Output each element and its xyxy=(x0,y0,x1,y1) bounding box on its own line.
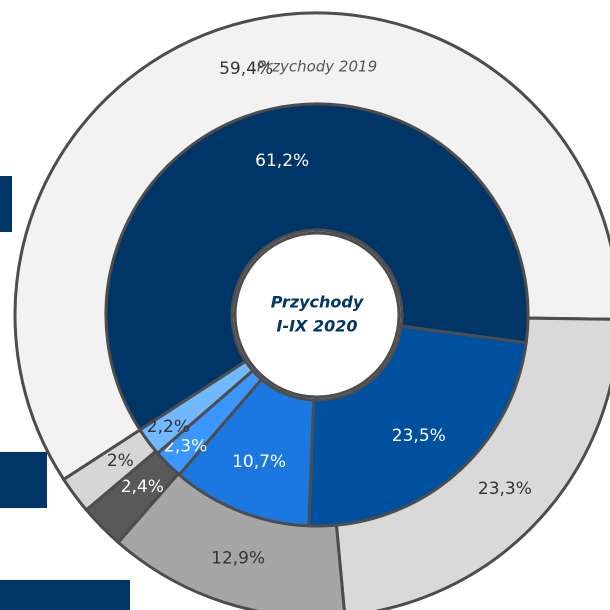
data-label: 2,2% xyxy=(147,417,190,437)
center-label: I-IX 2020 xyxy=(277,317,358,336)
side-panel xyxy=(0,452,47,508)
data-label: 12,9% xyxy=(211,549,265,569)
data-label: 23,5% xyxy=(392,426,446,446)
donut-slice xyxy=(137,359,255,456)
data-label: 23,3% xyxy=(478,479,532,499)
data-label: 2,4% xyxy=(121,477,164,497)
center-hole xyxy=(233,231,401,399)
data-label: 10,7% xyxy=(232,452,286,472)
center-label: Przychody xyxy=(271,293,364,312)
donut-slice xyxy=(307,324,528,528)
side-panel xyxy=(0,580,130,610)
donut-slice xyxy=(104,102,530,432)
data-label: 61,2% xyxy=(255,151,309,171)
data-label: 2,3% xyxy=(164,437,207,457)
data-label: 59,4% xyxy=(219,59,273,79)
side-panel xyxy=(0,176,12,232)
data-label: 2% xyxy=(107,451,134,471)
chart-title: Przychody 2019 xyxy=(257,58,377,76)
